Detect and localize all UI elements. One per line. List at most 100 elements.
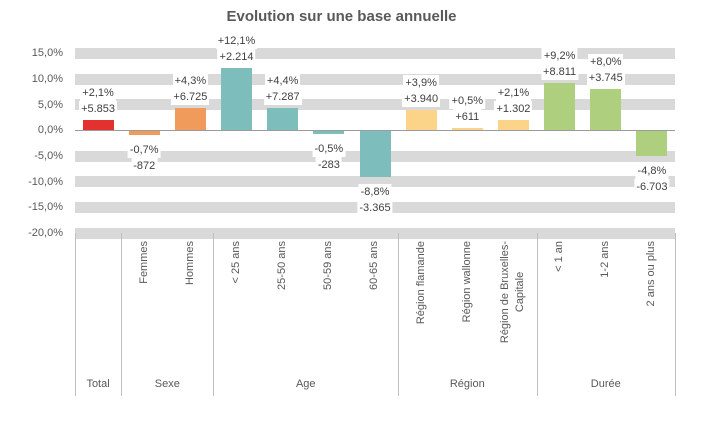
bar-hommes — [174, 108, 206, 131]
data-label: +4,3% +6.725 — [171, 73, 210, 106]
data-label-percent: +8,0% — [588, 54, 624, 71]
bar-25-50-ans — [267, 107, 299, 131]
data-label: +2,1% +5.853 — [79, 84, 118, 117]
data-label: -8,8% -3.365 — [357, 183, 393, 216]
data-label: +2,1% +1.302 — [494, 84, 533, 117]
y-axis-tick-label: 10,0% — [31, 73, 63, 86]
data-label-count: +611 — [453, 108, 482, 125]
data-label-percent: -0,7% — [127, 141, 161, 158]
group-divider — [675, 233, 676, 396]
bar-1-2-ans — [590, 89, 622, 131]
y-axis-tick-label: 5,0% — [37, 98, 63, 111]
group-divider — [537, 233, 538, 396]
bar--25-ans — [221, 68, 253, 131]
data-label-count: -283 — [315, 156, 342, 173]
category-label-r-gion-de-bruxelles-capitale: Région de Bruxelles- Capitale — [490, 241, 536, 376]
bar-50-59-ans — [313, 131, 345, 134]
group-divider — [213, 233, 214, 396]
category-label-text: < 1 an — [553, 241, 566, 272]
category-label--25-ans: < 25 ans — [213, 241, 259, 376]
category-label-2-ans-ou-plus: 2 ans ou plus — [629, 241, 675, 376]
data-label-count: +3.940 — [402, 91, 441, 108]
data-label-percent: +0,5% — [449, 92, 486, 109]
data-label: +4,4% +7.287 — [263, 72, 302, 105]
data-label-count: -872 — [131, 157, 158, 174]
data-label-percent: +4,4% — [264, 72, 301, 89]
data-label: -0,5% -283 — [312, 140, 346, 173]
bar-60-65-ans — [359, 131, 391, 177]
group-label-r-gion: Région — [449, 378, 485, 390]
data-label-count: +5.853 — [79, 100, 118, 117]
category-label-text: Femmes — [137, 241, 150, 284]
data-label: +0,5% +611 — [449, 92, 486, 125]
category-label-50-59-ans: 50-59 ans — [306, 241, 352, 376]
category-label-25-50-ans: 25-50 ans — [260, 241, 306, 376]
category-label-text: Région wallonne — [460, 241, 473, 323]
y-axis-tick-label: 0,0% — [37, 124, 63, 137]
data-label-percent: +2,1% — [80, 84, 116, 101]
data-label-percent: +12,1% — [215, 33, 258, 50]
data-label-percent: -8,8% — [358, 183, 392, 200]
category-label-text: < 25 ans — [230, 241, 243, 284]
gridline-band — [75, 227, 675, 239]
data-label-percent: +4,3% — [172, 73, 209, 90]
chart-title: Evolution sur une base annuelle — [226, 8, 457, 25]
group-label-total: Total — [86, 378, 110, 390]
category-label-text: 25-50 ans — [276, 241, 289, 290]
data-label-count: +8.811 — [541, 64, 579, 81]
category-label--1-an: < 1 an — [537, 241, 583, 376]
bar-r-gion-wallonne — [451, 127, 483, 131]
bar-r-gion-de-bruxelles-capitale — [497, 119, 529, 131]
data-label-count: +3.745 — [586, 70, 625, 87]
category-label-r-gion-wallonne: Région wallonne — [444, 241, 490, 376]
y-axis-tick-label: -15,0% — [28, 201, 63, 214]
group-divider — [75, 233, 76, 396]
gridline-band — [75, 47, 675, 59]
data-label: -0,7% -872 — [127, 141, 161, 174]
category-label-r-gion-flamande: Région flamande — [398, 241, 444, 376]
data-label-count: +6.725 — [171, 89, 210, 106]
group-label-age: Age — [295, 378, 316, 390]
data-label-count: +2.214 — [217, 49, 256, 66]
y-axis-tick-label: -20,0% — [28, 227, 63, 239]
data-label-percent: +9,2% — [541, 48, 578, 65]
data-label-count: -3.365 — [357, 199, 393, 216]
data-label: -4,8% -6.703 — [634, 163, 670, 196]
category-label-60-65-ans: 60-65 ans — [352, 241, 398, 376]
gridline-band — [75, 73, 675, 85]
group-divider — [398, 233, 399, 396]
category-label-text: Région de Bruxelles- Capitale — [499, 241, 527, 344]
y-axis-tick-label: -5,0% — [34, 150, 63, 163]
category-label-text: 1-2 ans — [599, 241, 612, 278]
data-label: +8,0% +3.745 — [586, 54, 625, 87]
data-label-percent: -4,8% — [635, 163, 669, 180]
data-label-count: -6.703 — [634, 179, 670, 196]
data-label-count: +7.287 — [263, 88, 302, 105]
group-label-dur-e: Durée — [590, 378, 621, 390]
category-label-text: 60-65 ans — [368, 241, 381, 290]
group-divider — [121, 233, 122, 396]
x-axis-line — [75, 130, 675, 131]
category-label-text: 2 ans ou plus — [645, 241, 658, 307]
data-label: +9,2% +8.811 — [541, 48, 579, 81]
group-label-sexe: Sexe — [154, 378, 180, 390]
data-label-percent: +3,9% — [403, 75, 439, 92]
gridline-band — [75, 99, 675, 111]
bar-total — [82, 119, 114, 131]
category-label-hommes: Hommes — [167, 241, 213, 376]
y-axis-tick-label: 15,0% — [31, 47, 63, 60]
y-axis-tick-label: -10,0% — [28, 175, 63, 188]
category-label-text: 50-59 ans — [322, 241, 335, 290]
gridline-band — [75, 176, 675, 188]
bar-2-ans-ou-plus — [636, 131, 668, 156]
data-label-percent: +2,1% — [495, 84, 532, 101]
category-label-1-2-ans: 1-2 ans — [583, 241, 629, 376]
data-label: +3,9% +3.940 — [402, 75, 441, 108]
category-label-text: Hommes — [183, 241, 196, 286]
bar--1-an — [544, 83, 576, 131]
bar-r-gion-flamande — [405, 110, 437, 131]
data-label-count: +1.302 — [494, 100, 533, 117]
category-label-femmes: Femmes — [121, 241, 167, 376]
data-label-percent: -0,5% — [312, 140, 346, 157]
